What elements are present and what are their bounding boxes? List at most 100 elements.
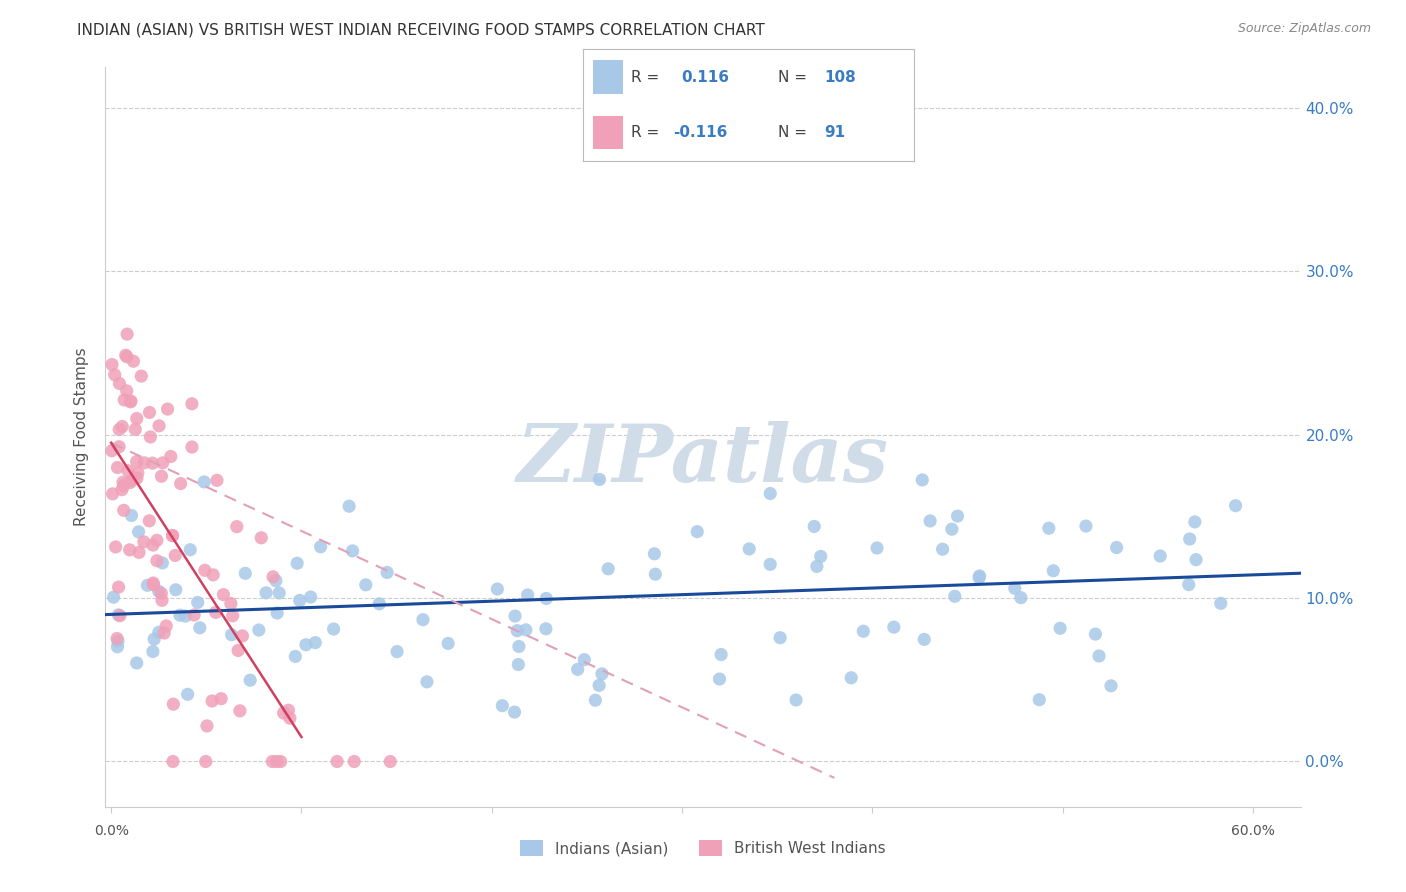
Point [1042,564,1064,578]
Point [288,593,311,607]
Point [506,624,529,638]
Point [107,607,129,622]
Point [508,657,530,672]
Point [262,755,284,769]
Point [231,629,253,643]
Point [124,422,146,436]
Point [112,478,135,492]
Point [769,631,792,645]
Point [194,755,217,769]
Bar [593,61,623,94]
Point [277,703,299,717]
Point [503,705,526,719]
Text: R =: R = [631,125,659,140]
Point [437,636,460,650]
Point [1099,679,1122,693]
Point [142,644,165,658]
Point [969,569,991,583]
Point [120,394,142,409]
Point [343,755,366,769]
Point [101,443,124,458]
Point [264,574,287,588]
Point [115,384,138,398]
Point [121,508,143,523]
Point [107,634,129,648]
Point [183,607,205,622]
Point [105,632,128,646]
Point [108,440,131,454]
Point [138,514,160,528]
Point [385,645,408,659]
Point [169,608,191,623]
Point [1178,532,1201,546]
Point [1185,552,1208,566]
Point [104,540,127,554]
Point [946,509,969,524]
Point [588,678,610,692]
Point [337,499,360,513]
Point [534,622,557,636]
Point [125,656,148,670]
Point [598,562,620,576]
Point [101,487,124,501]
Point [943,589,966,603]
Point [103,590,125,604]
Point [165,582,187,597]
Point [153,626,176,640]
Point [128,524,150,539]
Point [195,719,218,733]
Point [803,519,825,533]
Point [806,559,828,574]
Point [194,563,217,577]
Point [278,711,301,725]
Point [108,422,131,436]
Point [295,638,318,652]
Point [162,528,184,542]
Point [125,454,148,468]
Point [111,419,134,434]
Point [104,368,127,382]
Point [1184,515,1206,529]
Point [174,609,197,624]
Point [139,430,162,444]
Point [201,694,224,708]
Point [354,578,377,592]
Point [1084,627,1107,641]
Point [132,456,155,470]
Point [205,473,228,487]
Point [219,597,242,611]
Point [233,566,256,581]
Point [118,542,141,557]
Text: ZIPatlas: ZIPatlas [517,420,889,498]
Point [159,450,181,464]
Point [193,475,215,489]
Point [150,586,173,600]
Point [120,474,142,488]
Point [138,405,160,419]
Point [239,673,262,688]
Point [117,464,139,478]
Point [412,613,434,627]
Point [273,706,295,720]
Text: INDIAN (ASIAN) VS BRITISH WEST INDIAN RECEIVING FOOD STAMPS CORRELATION CHART: INDIAN (ASIAN) VS BRITISH WEST INDIAN RE… [77,22,765,37]
Point [304,635,326,649]
Point [188,621,211,635]
Point [644,567,666,582]
Point [125,411,148,425]
Point [101,358,124,372]
Point [810,549,832,564]
Point [380,755,402,769]
Legend: Indians (Asian), British West Indians: Indians (Asian), British West Indians [515,834,891,863]
Text: N =: N = [779,70,807,85]
Point [152,556,174,570]
Point [181,440,204,454]
Point [129,369,152,384]
Point [187,595,209,609]
Point [148,418,170,433]
Point [515,623,537,637]
Point [120,475,142,490]
Point [112,503,135,517]
Point [111,475,134,490]
Point [567,662,589,676]
Point [1225,499,1247,513]
